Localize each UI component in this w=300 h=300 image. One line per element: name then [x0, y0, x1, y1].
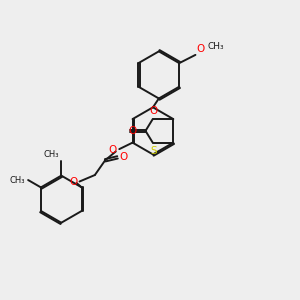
Text: CH₃: CH₃	[9, 176, 25, 184]
Text: CH₃: CH₃	[44, 150, 59, 159]
Text: O: O	[196, 44, 204, 54]
Text: CH₃: CH₃	[208, 42, 224, 51]
Text: S: S	[150, 146, 157, 156]
Text: O: O	[69, 177, 77, 187]
Text: O: O	[109, 145, 117, 155]
Text: O: O	[129, 126, 137, 136]
Text: O: O	[150, 106, 158, 116]
Text: O: O	[119, 152, 128, 162]
